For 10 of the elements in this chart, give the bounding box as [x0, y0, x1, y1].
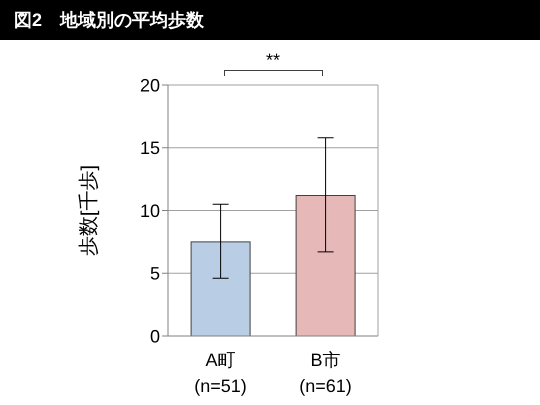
- chart-title: 図2 地域別の平均歩数: [0, 0, 540, 40]
- y-tick-label: 20: [140, 75, 160, 96]
- x-tick-label: A町 (n=51): [194, 350, 247, 396]
- y-axis-title: 歩数[千歩]: [78, 164, 100, 256]
- y-tick-label: 15: [140, 138, 160, 158]
- text: **: [264, 50, 281, 70]
- y-tick-label: 5: [150, 264, 160, 284]
- x-tick-label: B市 (n=61): [299, 350, 352, 396]
- y-tick-label: 0: [150, 326, 160, 346]
- y-tick-label: 10: [140, 200, 160, 221]
